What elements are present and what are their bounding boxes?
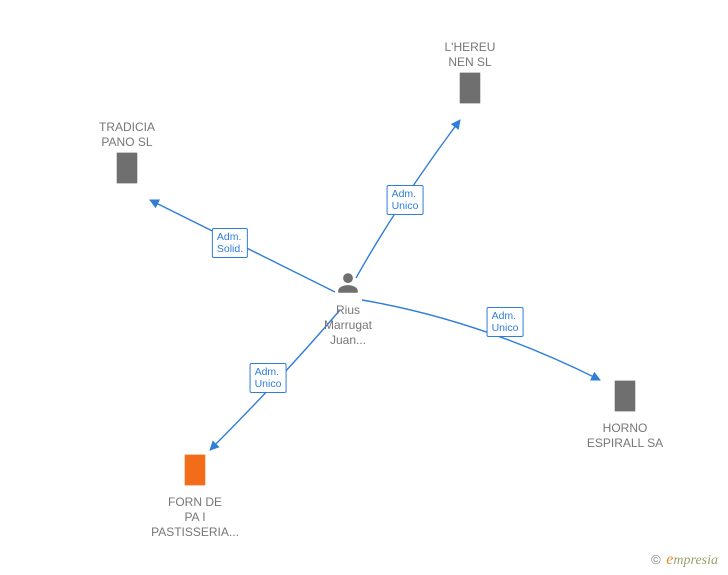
node-lhereu-label: L'HEREU NEN SL — [410, 40, 530, 70]
node-horno-label: HORNO ESPIRALL SA — [565, 421, 685, 451]
building-icon — [454, 70, 486, 111]
person-icon — [335, 270, 361, 301]
node-horno[interactable]: HORNO ESPIRALL SA — [565, 378, 685, 451]
node-tradicia[interactable]: TRADICIA PANO SL — [67, 118, 187, 191]
node-person[interactable]: Rius Marrugat Juan... — [288, 270, 408, 348]
node-lhereu[interactable]: L'HEREU NEN SL — [410, 38, 530, 111]
building-icon — [179, 452, 211, 493]
edge-label-tradicia: Adm. Solid. — [212, 228, 248, 258]
brand-rest: mpresia — [673, 553, 718, 568]
node-person-label: Rius Marrugat Juan... — [288, 303, 408, 348]
edge-label-horno: Adm. Unico — [487, 307, 524, 337]
building-icon — [111, 150, 143, 191]
edge-label-forn: Adm. Unico — [250, 363, 287, 393]
edge-label-lhereu: Adm. Unico — [387, 185, 424, 215]
node-tradicia-label: TRADICIA PANO SL — [67, 120, 187, 150]
copyright-symbol: © — [651, 552, 661, 567]
diagram-canvas: Adm. Solid. Adm. Unico Adm. Unico Adm. U… — [0, 0, 728, 575]
node-forn[interactable]: FORN DE PA I PASTISSERIA... — [135, 452, 255, 540]
footer-brand: © empresia — [651, 551, 718, 569]
node-forn-label: FORN DE PA I PASTISSERIA... — [135, 495, 255, 540]
building-icon — [609, 378, 641, 419]
